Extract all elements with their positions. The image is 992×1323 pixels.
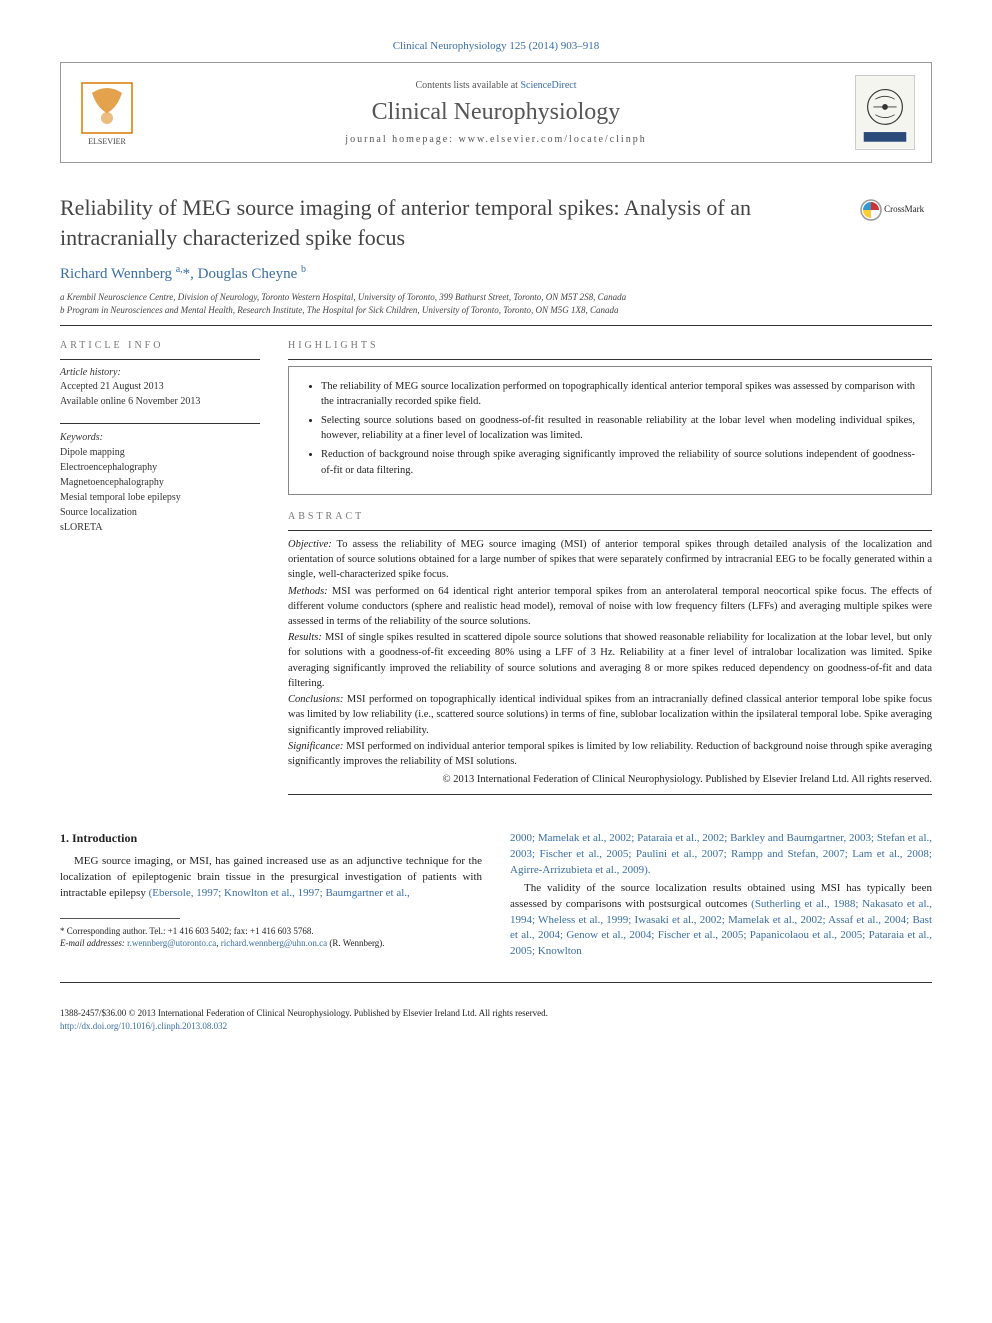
doi-link[interactable]: http://dx.doi.org/10.1016/j.clinph.2013.…: [60, 1021, 227, 1031]
journal-header: ELSEVIER Contents lists available at Sci…: [60, 62, 932, 163]
highlights-label: HIGHLIGHTS: [288, 340, 932, 351]
highlights-box: The reliability of MEG source localizati…: [288, 366, 932, 495]
corresponding-author-footnote: * Corresponding author. Tel.: +1 416 603…: [60, 925, 482, 950]
divider: [60, 325, 932, 326]
affiliation-a: a Krembil Neuroscience Centre, Division …: [60, 291, 932, 304]
crossmark-label: CrossMark: [884, 204, 924, 214]
abstract-methods: Methods: MSI was performed on 64 identic…: [288, 584, 932, 630]
journal-homepage: journal homepage: www.elsevier.com/locat…: [137, 134, 855, 145]
contents-available: Contents lists available at ScienceDirec…: [137, 80, 855, 91]
citation-link[interactable]: 2000; Mamelak et al., 2002; Pataraia et …: [510, 832, 932, 876]
journal-cover-icon: [855, 75, 915, 150]
abstract-results: Results: MSI of single spikes resulted i…: [288, 630, 932, 691]
article-info-label: ARTICLE INFO: [60, 340, 260, 351]
article-title: Reliability of MEG source imaging of ant…: [60, 193, 932, 252]
intro-paragraph-1: MEG source imaging, or MSI, has gained i…: [60, 854, 482, 902]
intro-refs-continued: 2000; Mamelak et al., 2002; Pataraia et …: [510, 831, 932, 961]
highlight-item: The reliability of MEG source localizati…: [321, 379, 915, 409]
abstract-significance: Significance: MSI performed on individua…: [288, 739, 932, 769]
copyright: © 2013 International Federation of Clini…: [288, 773, 932, 788]
abstract-conclusions: Conclusions: MSI performed on topographi…: [288, 692, 932, 738]
intro-heading: 1. Introduction: [60, 831, 482, 846]
affiliation-b: b Program in Neurosciences and Mental He…: [60, 304, 932, 317]
keywords: Keywords: Dipole mapping Electroencephal…: [60, 430, 260, 535]
affiliations: a Krembil Neuroscience Centre, Division …: [60, 291, 932, 316]
journal-name: Clinical Neurophysiology: [137, 99, 855, 126]
authors: Richard Wennberg a,*, Douglas Cheyne b: [60, 264, 932, 283]
email-link[interactable]: r.wennberg@utoronto.ca: [127, 938, 216, 948]
abstract-label: ABSTRACT: [288, 511, 932, 522]
abstract: Objective: To assess the reliability of …: [288, 537, 932, 788]
elsevier-logo: ELSEVIER: [77, 78, 137, 148]
footer: 1388-2457/$36.00 © 2013 International Fe…: [60, 1007, 932, 1032]
svg-text:ELSEVIER: ELSEVIER: [88, 137, 126, 146]
sciencedirect-link[interactable]: ScienceDirect: [520, 80, 576, 91]
highlight-item: Reduction of background noise through sp…: [321, 447, 915, 477]
journal-reference: Clinical Neurophysiology 125 (2014) 903–…: [60, 40, 932, 52]
crossmark-badge[interactable]: CrossMark: [852, 199, 932, 221]
email-link[interactable]: richard.wennberg@uhn.on.ca: [221, 938, 327, 948]
citation-link[interactable]: (Ebersole, 1997; Knowlton et al., 1997; …: [149, 887, 410, 899]
highlight-item: Selecting source solutions based on good…: [321, 413, 915, 443]
abstract-objective: Objective: To assess the reliability of …: [288, 537, 932, 583]
article-history: Article history: Accepted 21 August 2013…: [60, 366, 260, 410]
footnote-separator: [60, 918, 180, 919]
